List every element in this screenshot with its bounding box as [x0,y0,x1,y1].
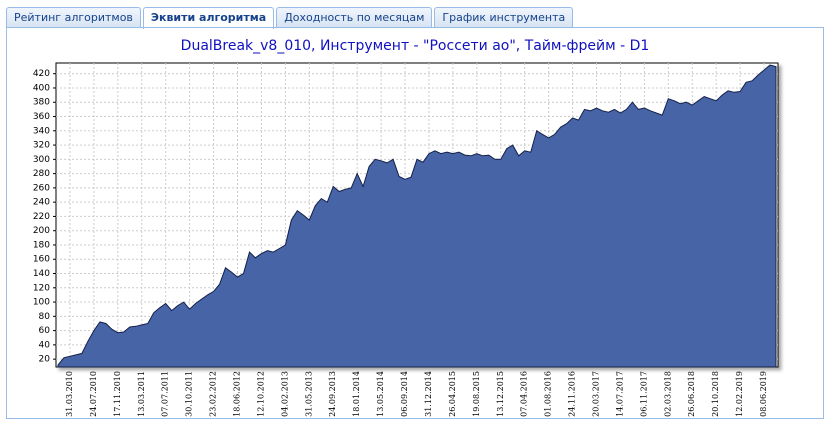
y-tick-label: 420 [33,69,50,79]
y-tick-label: 200 [33,226,50,236]
x-tick-label: 18.01.2014 [352,371,361,417]
x-tick-label: 26.04.2015 [448,371,457,417]
y-tick-label: 240 [33,198,50,208]
y-tick-label: 400 [33,83,50,93]
x-tick-label: 08.06.2019 [759,371,768,417]
x-tick-label: 13.12.2015 [496,371,505,417]
x-tick-label: 23.02.2012 [209,371,218,417]
tab[interactable]: Рейтинг алгоритмов [6,7,141,27]
y-tick-label: 260 [33,183,50,193]
x-tick-label: 31.05.2013 [304,371,313,417]
y-tick-label: 300 [33,155,50,165]
y-tick-label: 380 [33,98,50,108]
y-tick-label: 80 [39,312,51,322]
x-tick-label: 24.11.2016 [568,371,577,417]
x-tick-label: 20.10.2018 [711,371,720,417]
x-tick-label: 30.10.2011 [185,371,194,417]
y-tick-label: 160 [33,255,50,265]
y-tick-label: 360 [33,112,50,122]
x-tick-label: 07.07.2011 [161,371,170,417]
panel [6,27,824,419]
y-tick-label: 280 [33,169,50,179]
x-tick-label: 13.05.2014 [376,371,385,417]
x-tick-label: 31.03.2010 [65,371,74,417]
y-tick-label: 220 [33,212,50,222]
x-tick-label: 31.12.2014 [424,371,433,417]
x-tick-label: 24.09.2013 [328,371,337,417]
tab-bar: Рейтинг алгоритмов Эквити алгоритма Дохо… [6,7,575,29]
x-tick-label: 13.03.2011 [137,371,146,417]
tab[interactable]: Эквити алгоритма [142,7,275,29]
x-tick-label: 12.10.2012 [256,371,265,417]
y-tick-label: 120 [33,283,50,293]
y-tick-label: 20 [39,355,51,365]
y-tick-label: 60 [39,326,51,336]
x-tick-label: 06.09.2014 [400,371,409,417]
y-tick-label: 40 [39,340,51,350]
x-tick-label: 24.07.2010 [89,371,98,417]
x-tick-label: 19.08.2015 [472,371,481,417]
y-tick-label: 140 [33,269,50,279]
x-tick-label: 26.06.2018 [687,371,696,417]
chart-title: DualBreak_v8_010, Инструмент - "Россети … [181,38,650,54]
x-tick-label: 20.03.2017 [592,371,601,417]
x-tick-label: 14.07.2017 [615,371,624,417]
y-tick-label: 320 [33,141,50,151]
x-tick-label: 01.08.2016 [544,371,553,417]
equity-area [57,64,777,368]
x-tick-label: 07.04.2016 [520,371,529,417]
x-tick-label: 18.06.2012 [233,371,242,417]
y-tick-label: 100 [33,298,50,308]
tab[interactable]: График инструмента [434,7,574,27]
x-tick-label: 06.11.2017 [639,371,648,417]
y-tick-label: 340 [33,126,50,136]
x-tick-label: 17.11.2010 [113,371,122,417]
x-tick-label: 02.03.2018 [663,371,672,417]
x-tick-label: 04.02.2013 [280,371,289,417]
x-tick-label: 12.02.2019 [735,371,744,417]
y-tick-label: 180 [33,240,50,250]
tab[interactable]: Доходность по месяцам [276,7,433,27]
